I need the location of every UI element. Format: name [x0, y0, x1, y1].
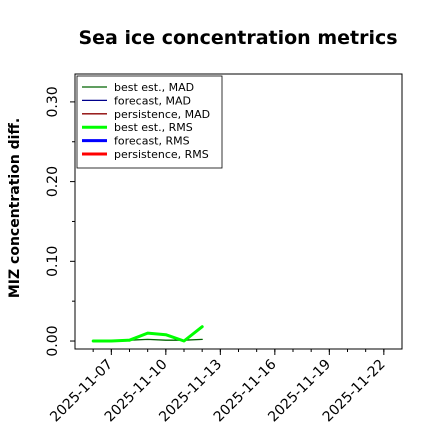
x-axis: 2025-11-072025-11-102025-11-132025-11-16… [47, 349, 389, 425]
y-tick-label-2: 0.20 [45, 166, 61, 197]
legend-entry-3: persistence, MAD [114, 108, 210, 121]
y-axis-label: MIZ concentration diff. [7, 118, 23, 298]
y-axis: 0.00 0.10 0.20 0.30 [45, 86, 75, 357]
legend-entry-2: forecast, MAD [114, 94, 191, 107]
legend-entry-4: best est., RMS [114, 121, 193, 134]
series-layer [91, 325, 204, 343]
chart-title: Sea ice concentration metrics [78, 27, 397, 49]
y-tick-label-1: 0.10 [45, 246, 61, 277]
legend-entry-1: best est., MAD [114, 81, 194, 94]
y-tick-label-3: 0.30 [45, 86, 61, 117]
legend-entry-5: forecast, RMS [114, 135, 190, 148]
series-line-4 [91, 325, 204, 343]
legend-entry-6: persistence, RMS [114, 148, 209, 161]
y-tick-label-0: 0.00 [45, 325, 61, 356]
